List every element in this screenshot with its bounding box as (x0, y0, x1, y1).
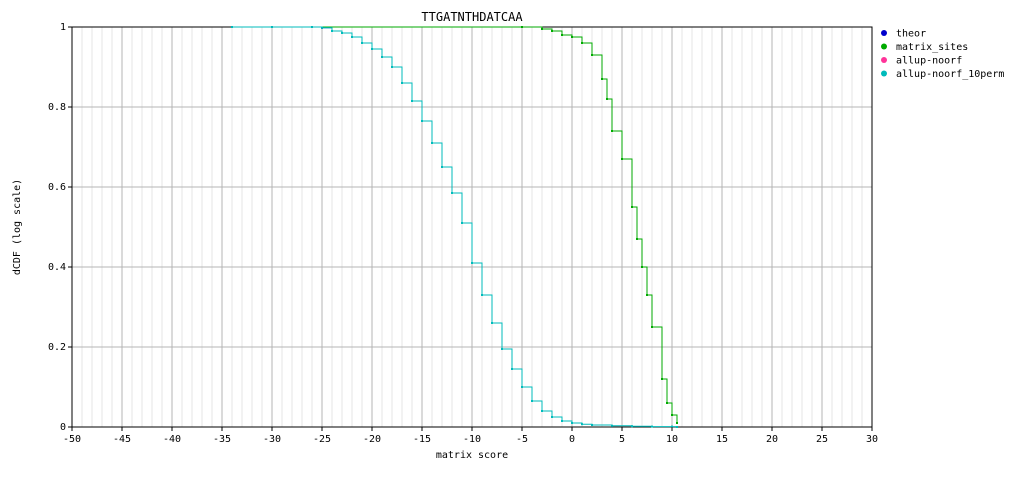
data-point (676, 422, 678, 424)
data-point (641, 266, 643, 268)
x-axis-label: matrix score (436, 450, 508, 461)
data-point (351, 36, 353, 38)
x-tick-label: 25 (816, 434, 828, 445)
data-point (411, 100, 413, 102)
data-point (561, 34, 563, 36)
x-tick-label: -50 (63, 434, 81, 445)
data-point (601, 78, 603, 80)
x-tick-label: 30 (866, 434, 878, 445)
data-point (606, 98, 608, 100)
x-tick-label: -25 (313, 434, 331, 445)
x-tick-label: -20 (363, 434, 381, 445)
chart-title: TTGATNTHDATCAA (421, 10, 523, 24)
data-point (321, 26, 323, 29)
data-point (611, 130, 613, 132)
data-point (501, 348, 503, 350)
legend-marker (881, 70, 887, 77)
y-tick-label: 0.8 (48, 102, 66, 113)
series-line-allup-noorf_10perm (232, 26, 678, 428)
data-point (646, 294, 648, 296)
data-point (571, 422, 573, 424)
data-point (621, 158, 623, 160)
data-point (511, 368, 513, 370)
data-point (591, 54, 593, 56)
data-point (651, 425, 653, 428)
data-point (631, 206, 633, 208)
data-point (401, 82, 403, 84)
data-point (581, 42, 583, 44)
x-tick-label: -5 (516, 434, 528, 445)
legend-marker (881, 43, 887, 50)
data-point (571, 36, 573, 38)
data-point (371, 48, 373, 50)
legend-label: allup-noorf (896, 56, 962, 67)
x-tick-label: -45 (113, 434, 131, 445)
series-line-matrix_sites (232, 26, 678, 423)
data-point (521, 26, 523, 28)
legend: theor matrix_sites allup-noorf allup-noorf_… (881, 29, 1004, 80)
minor-grid (81, 27, 863, 427)
legend-label: theor (896, 29, 926, 40)
y-tick-label: 0.2 (48, 342, 66, 353)
legend-marker (881, 30, 887, 36)
data-point (491, 322, 493, 324)
data-point (431, 142, 433, 144)
x-tick-label: 20 (766, 434, 778, 445)
data-point (331, 30, 333, 32)
x-tick-label: 10 (666, 434, 678, 445)
data-point (531, 400, 533, 402)
legend-label: matrix_sites (896, 42, 968, 53)
data-point (311, 26, 313, 28)
x-tick-label: -35 (213, 434, 231, 445)
x-axis-ticks: -50 -45 -40 -35 -30 -25 -20 -15 -10 -5 0 5 10 15 20 25 3… (63, 427, 878, 445)
data-point (561, 420, 563, 422)
data-point (541, 28, 543, 30)
major-grid (71, 26, 873, 428)
x-tick-label: -15 (413, 434, 431, 445)
data-point (391, 66, 393, 68)
data-point (231, 26, 233, 28)
x-tick-label: 0 (569, 434, 575, 445)
legend-label: allup-noorf_10perm (896, 69, 1004, 80)
y-tick-label: 0.4 (48, 262, 66, 273)
series-layer (231, 26, 678, 428)
y-tick-label: 0 (60, 422, 66, 433)
data-point (471, 262, 473, 264)
data-point (441, 166, 443, 168)
data-point (461, 222, 463, 224)
x-tick-label: -30 (263, 434, 281, 445)
data-point (481, 294, 483, 296)
data-point (591, 424, 593, 426)
data-point (271, 26, 273, 28)
y-axis-ticks: 0 0.2 0.4 0.6 0.8 1 (48, 22, 72, 433)
data-point (551, 30, 553, 32)
data-point (671, 425, 673, 428)
data-point (521, 386, 523, 388)
y-tick-label: 0.6 (48, 182, 66, 193)
y-axis-label: dCDF (log scale) (12, 179, 23, 275)
data-point (541, 410, 543, 412)
x-tick-label: 5 (619, 434, 625, 445)
data-point (631, 425, 633, 428)
data-point (671, 414, 673, 416)
x-tick-label: 15 (716, 434, 728, 445)
y-tick-label: 1 (60, 22, 66, 33)
data-point (636, 238, 638, 240)
data-point (421, 120, 423, 122)
data-point (451, 192, 453, 194)
data-point (666, 402, 668, 404)
data-point (661, 378, 663, 380)
legend-marker (881, 57, 887, 63)
data-point (676, 426, 678, 428)
data-point (651, 326, 653, 328)
x-tick-label: -40 (163, 434, 181, 445)
data-point (361, 42, 363, 44)
x-tick-label: -10 (463, 434, 481, 445)
data-point (611, 424, 613, 427)
data-point (381, 56, 383, 58)
data-point (581, 423, 583, 426)
data-point (551, 416, 553, 418)
data-point (341, 32, 343, 34)
